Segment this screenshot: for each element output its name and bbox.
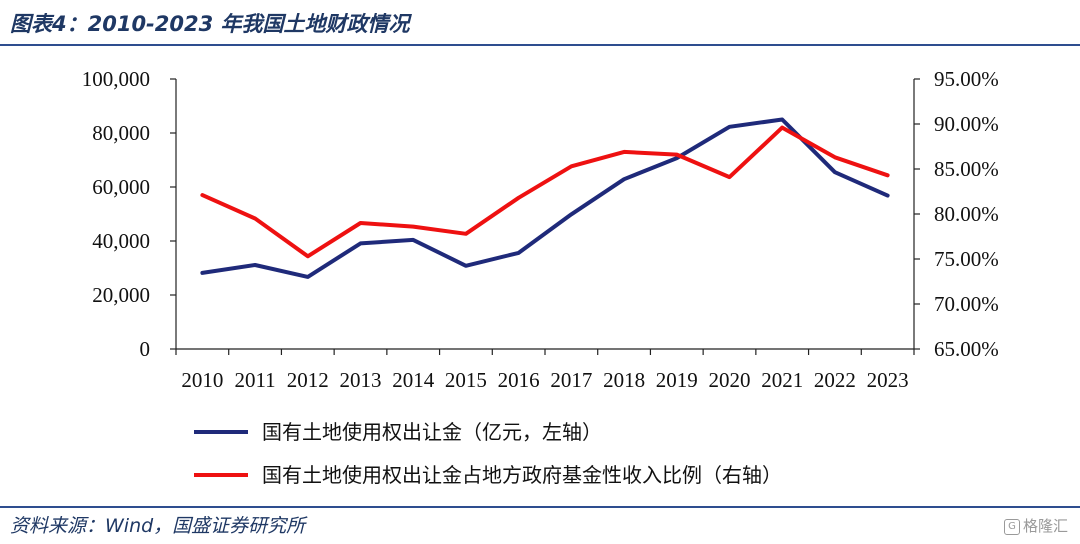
land-revenue-point <box>359 241 363 245</box>
watermark-logo-icon: G <box>1003 518 1020 535</box>
x-tick-label: 2022 <box>814 368 856 392</box>
right-tick-label: 85.00% <box>934 157 999 181</box>
ratio-point <box>622 150 626 154</box>
footer-rule <box>0 506 1080 508</box>
left-tick-label: 60,000 <box>92 175 150 199</box>
land-revenue-point <box>411 238 415 242</box>
x-tick-label: 2012 <box>287 368 329 392</box>
land-revenue-point <box>833 170 837 174</box>
x-tick-label: 2020 <box>709 368 751 392</box>
series-line-ratio <box>200 125 890 259</box>
left-tick-label: 40,000 <box>92 229 150 253</box>
land-revenue-point <box>569 212 573 216</box>
x-tick-label: 2010 <box>181 368 223 392</box>
ratio-point <box>780 126 784 130</box>
left-tick-label: 0 <box>140 337 151 361</box>
land-revenue-point <box>306 275 310 279</box>
right-tick-label: 70.00% <box>934 292 999 316</box>
x-axis-ticks: 2010 2011 2012 2013 2014 2015 2016 2017 2018 2019… <box>175 349 915 392</box>
right-tick-label: 80.00% <box>934 202 999 226</box>
legend: 国有土地使用权出让金（亿元，左轴） 国有土地使用权出让金占地方政府基金性收入比例（… <box>194 420 782 487</box>
land-revenue-point <box>728 125 732 129</box>
ratio-point <box>886 173 890 177</box>
ratio-point <box>253 217 257 221</box>
x-tick-label: 2016 <box>498 368 540 392</box>
left-tick-label: 100,000 <box>82 67 150 91</box>
header-rule <box>0 44 1080 46</box>
ratio-point <box>675 153 679 157</box>
series-layer <box>200 117 890 279</box>
land-revenue-point <box>464 264 468 268</box>
ratio-point <box>306 254 310 258</box>
right-tick-label: 75.00% <box>934 247 999 271</box>
land-revenue-point <box>200 271 204 275</box>
x-tick-label: 2015 <box>445 368 487 392</box>
land-revenue-point <box>886 194 890 198</box>
left-tick-label: 20,000 <box>92 283 150 307</box>
watermark-text: 格隆汇 <box>1022 517 1068 535</box>
ratio-point <box>359 221 363 225</box>
land-revenue-point <box>517 251 521 255</box>
x-tick-label: 2014 <box>392 368 435 392</box>
x-tick-label: 2018 <box>603 368 645 392</box>
source-note: 资料来源：Wind，国盛证券研究所 <box>10 515 306 537</box>
x-tick-label: 2017 <box>550 368 592 392</box>
right-tick-label: 95.00% <box>934 67 999 91</box>
series-line-land-revenue <box>200 117 890 279</box>
ratio-point <box>517 196 521 200</box>
ratio-point <box>411 225 415 229</box>
land-revenue-point <box>253 263 257 267</box>
ratio-point <box>728 175 732 179</box>
legend-label: 国有土地使用权出让金占地方政府基金性收入比例（右轴） <box>262 463 782 487</box>
right-tick-label: 90.00% <box>934 112 999 136</box>
ratio-point <box>833 155 837 159</box>
watermark: G 格隆汇 <box>1003 515 1068 536</box>
x-tick-label: 2013 <box>340 368 382 392</box>
ratio-point <box>200 193 204 197</box>
left-tick-label: 80,000 <box>92 121 150 145</box>
land-revenue-point <box>780 118 784 122</box>
legend-label: 国有土地使用权出让金（亿元，左轴） <box>262 420 602 444</box>
ratio-point <box>464 232 468 236</box>
x-tick-label: 2011 <box>234 368 275 392</box>
right-axis-ticks: 65.00% 70.00% 75.00% 80.00% 85.00% 90.00% 95.0… <box>914 67 999 361</box>
right-tick-label: 65.00% <box>934 337 999 361</box>
x-tick-label: 2023 <box>867 368 909 392</box>
ratio-point <box>569 164 573 168</box>
land-revenue-point <box>622 177 626 181</box>
figure-title: 图表4：2010-2023 年我国土地财政情况 <box>10 12 410 36</box>
x-tick-label: 2021 <box>761 368 803 392</box>
left-axis-ticks: 0 20,000 40,000 60,000 80,000 100,000 <box>82 67 176 361</box>
x-tick-label: 2019 <box>656 368 698 392</box>
